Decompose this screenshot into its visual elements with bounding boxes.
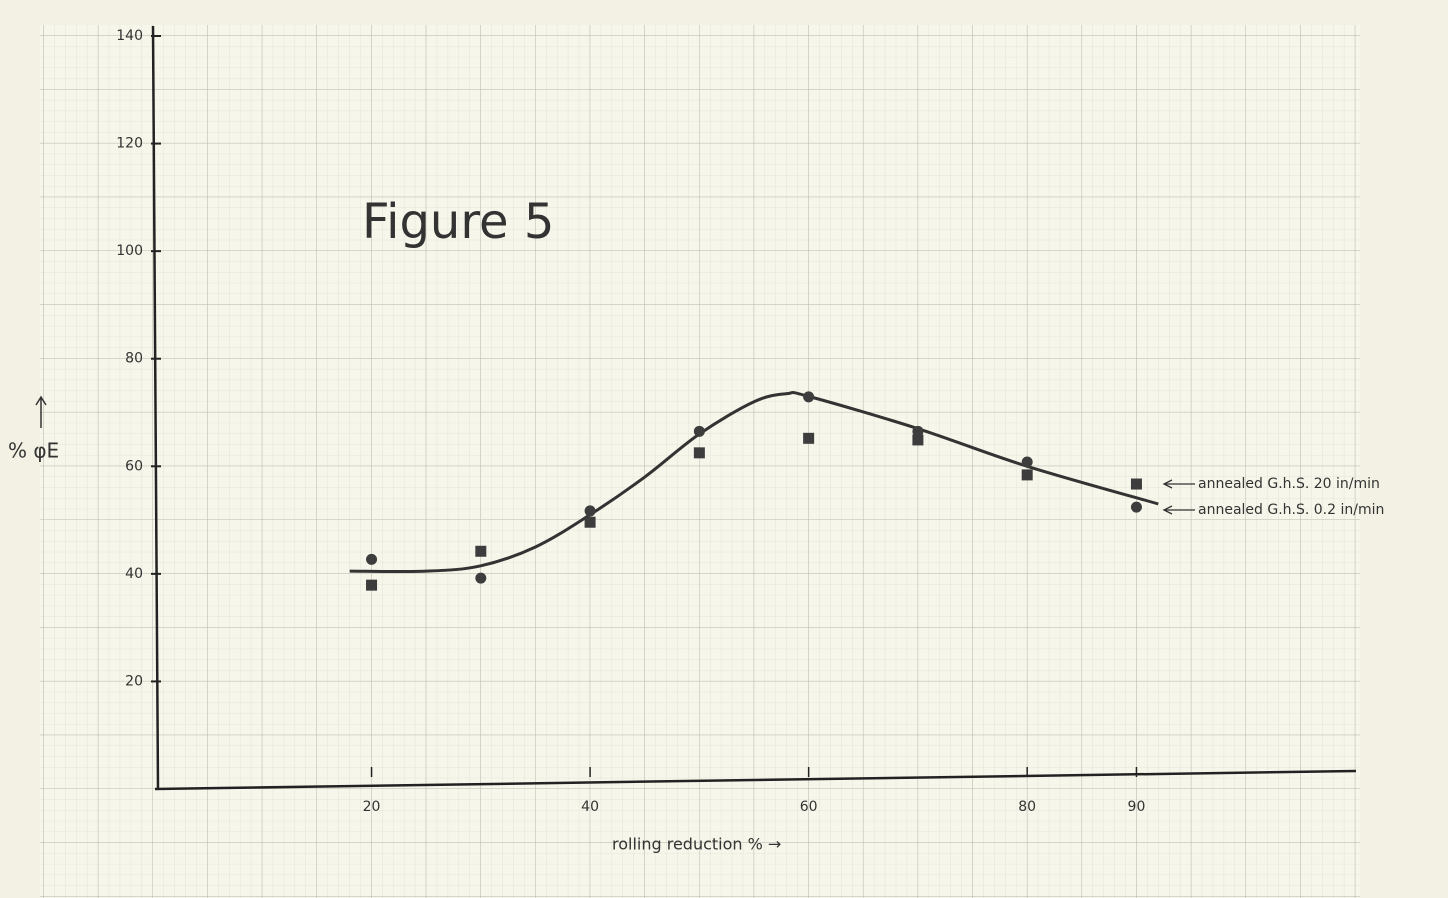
- graph-paper-major: [40, 25, 1360, 898]
- square-point: [366, 579, 378, 591]
- y-tick-label: 120: [116, 136, 143, 152]
- circle-point: [366, 553, 378, 565]
- fit-curve: [349, 391, 1159, 574]
- square-point: [1021, 469, 1033, 481]
- y-tick-label: 40: [125, 566, 143, 582]
- square-point: [693, 447, 705, 459]
- chart-title: Figure 5: [362, 194, 554, 250]
- circle-point: [1130, 501, 1142, 513]
- legend-arrow: [1162, 505, 1195, 515]
- x-axis: [154, 769, 1357, 791]
- y-tick-label: 100: [116, 243, 143, 259]
- square-point: [475, 545, 487, 557]
- x-tick-label: 60: [800, 799, 818, 815]
- x-tick-label: 90: [1128, 799, 1146, 815]
- circle-point: [475, 572, 487, 584]
- y-tick-label: 20: [125, 673, 143, 689]
- x-tick-label: 80: [1018, 799, 1036, 815]
- x-axis-label: rolling reduction % →: [612, 835, 781, 854]
- square-point: [803, 432, 815, 444]
- x-tick-label: 20: [363, 799, 381, 815]
- y-tick-label: 60: [125, 458, 143, 474]
- y-tick-label: 80: [125, 351, 143, 367]
- circle-point: [912, 425, 924, 437]
- y-axis: [151, 25, 160, 790]
- y-axis-label: % φE: [8, 439, 59, 463]
- square-point: [584, 516, 596, 528]
- square-point: [912, 434, 924, 446]
- y-tick-label: 140: [116, 28, 143, 44]
- legend-label: annealed G.h.S. 20 in/min: [1198, 476, 1380, 492]
- legend-label: annealed G.h.S. 0.2 in/min: [1198, 502, 1384, 518]
- circle-point: [1021, 456, 1033, 468]
- circle-point: [584, 505, 596, 517]
- square-point: [1130, 478, 1142, 490]
- x-tick-label: 40: [581, 799, 599, 815]
- circle-point: [803, 391, 815, 403]
- legend-arrow: [1162, 479, 1195, 489]
- y-arrow: [35, 395, 47, 428]
- circle-point: [693, 425, 705, 437]
